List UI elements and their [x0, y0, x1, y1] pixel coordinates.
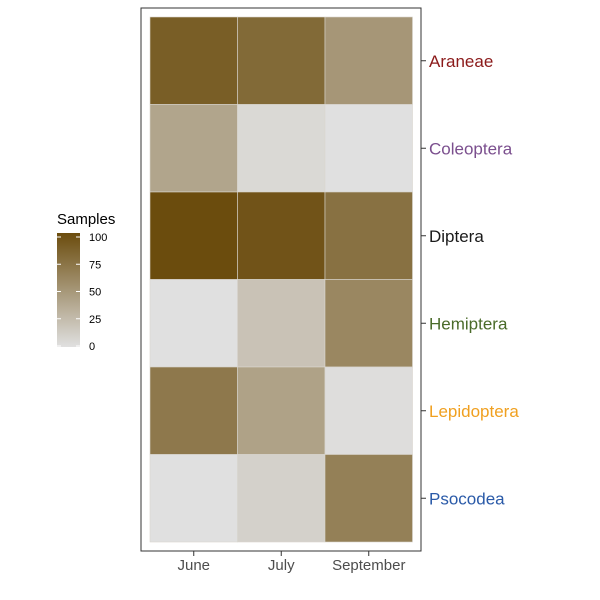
- heatmap-cell-hemiptera-september: [324, 279, 413, 368]
- legend-tick-label: 0: [89, 341, 95, 353]
- y-tick-label-hemiptera: Hemiptera: [429, 314, 508, 333]
- heatmap-cell-psocodea-july: [237, 454, 326, 543]
- legend-colorbar: [57, 233, 80, 347]
- heatmap-cell-diptera-september: [324, 191, 413, 280]
- y-tick-label-diptera: Diptera: [429, 227, 484, 246]
- heatmap-cell-coleoptera-september: [324, 104, 413, 193]
- legend-tick-label: 50: [89, 287, 101, 299]
- y-tick-label-coleoptera: Coleoptera: [429, 139, 513, 158]
- heatmap-cells: [149, 16, 413, 543]
- heatmap-cell-psocodea-september: [324, 454, 413, 543]
- y-axis: Araneae Coleoptera Diptera Hemiptera Lepidop…: [421, 52, 519, 508]
- heatmap-cell-diptera-july: [237, 191, 326, 280]
- y-tick-label-psocodea: Psocodea: [429, 489, 505, 508]
- legend-tick-label: 75: [89, 259, 101, 271]
- x-tick-label-june: June: [177, 557, 210, 574]
- x-axis: June July September: [177, 551, 405, 574]
- heatmap-cell-psocodea-june: [149, 454, 238, 543]
- x-tick-label-july: July: [268, 557, 295, 574]
- heatmap-cell-araneae-june: [149, 16, 238, 105]
- heatmap-cell-lepidoptera-july: [237, 366, 326, 455]
- heatmap-cell-coleoptera-july: [237, 104, 326, 193]
- legend-tick-label: 100: [89, 232, 107, 244]
- heatmap-cell-araneae-september: [324, 16, 413, 105]
- heatmap-cell-hemiptera-july: [237, 279, 326, 368]
- heatmap-cell-coleoptera-june: [149, 104, 238, 193]
- y-tick-label-araneae: Araneae: [429, 52, 493, 71]
- legend-title: Samples: [57, 211, 115, 228]
- heatmap-cell-lepidoptera-september: [324, 366, 413, 455]
- heatmap-cell-diptera-june: [149, 191, 238, 280]
- heatmap-cell-hemiptera-june: [149, 279, 238, 368]
- x-tick-label-september: September: [332, 557, 405, 574]
- heatmap-cell-araneae-july: [237, 16, 326, 105]
- legend: Samples 0 25 50 75 100: [57, 211, 115, 353]
- legend-tick-label: 25: [89, 314, 101, 326]
- legend-ticks: 0 25 50 75 100: [57, 232, 107, 353]
- y-tick-label-lepidoptera: Lepidoptera: [429, 402, 519, 421]
- heatmap-cell-lepidoptera-june: [149, 366, 238, 455]
